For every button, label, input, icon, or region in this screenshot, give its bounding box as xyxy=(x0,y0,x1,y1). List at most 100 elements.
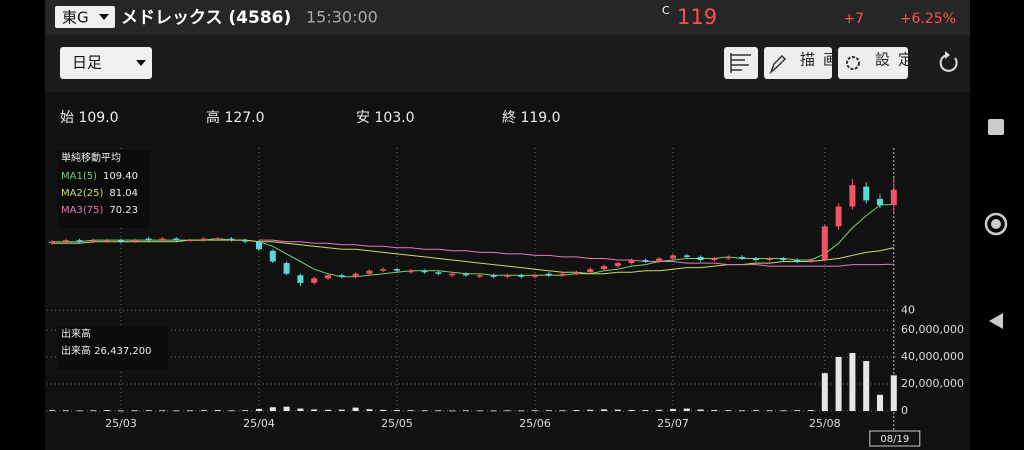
candle-body xyxy=(739,256,745,259)
volume-bar xyxy=(173,410,180,412)
volume-legend-box xyxy=(58,326,168,370)
candle-body xyxy=(311,278,318,283)
ma-legend-entry: MA3(75) 70.23 xyxy=(61,205,138,216)
volume-bar xyxy=(683,408,690,411)
time: 15:30:00 xyxy=(306,8,378,27)
ma-value: 109.40 xyxy=(103,171,138,182)
candle-body xyxy=(490,275,497,277)
volume-bar xyxy=(214,410,221,411)
ma-name: MA3(75) xyxy=(61,205,103,216)
candle-body xyxy=(821,226,828,260)
candle-body xyxy=(711,258,718,260)
home-button[interactable] xyxy=(984,212,1008,236)
back-button[interactable] xyxy=(989,313,1003,329)
volume-bar xyxy=(725,410,732,411)
ma-name: MA2(25) xyxy=(61,188,103,199)
volume-bar xyxy=(435,410,442,412)
volume-bar xyxy=(545,410,552,411)
volume-bar xyxy=(642,410,649,411)
x-tick-label: 25/08 xyxy=(809,417,841,430)
price-flag: C xyxy=(662,4,670,17)
candle-body xyxy=(890,189,897,205)
volume-bar xyxy=(283,406,290,411)
candle-body xyxy=(614,263,621,267)
volume-bar xyxy=(49,410,55,411)
x-tick-label: 25/06 xyxy=(519,417,551,430)
candle-body xyxy=(159,238,166,241)
candle-body xyxy=(118,240,124,242)
draw-label: 描画 xyxy=(800,51,846,69)
home-dot xyxy=(991,219,1001,229)
change-pct: +6.25% xyxy=(900,11,956,27)
candle-body xyxy=(697,256,704,260)
candle-body xyxy=(752,258,759,260)
gear-icon xyxy=(846,56,860,70)
candle-body xyxy=(545,273,552,276)
ohlc-low: 安 103.0 xyxy=(356,110,415,126)
candle-body xyxy=(256,241,262,250)
volume-bar xyxy=(76,410,83,412)
volume-bar xyxy=(697,409,704,411)
ma-value: 70.23 xyxy=(109,205,138,216)
ma-legend-title: 単純移動平均 xyxy=(61,151,121,164)
period: 日足 xyxy=(72,54,102,72)
refresh-icon[interactable] xyxy=(939,54,958,72)
y-tick-label: 40 xyxy=(901,303,915,316)
candle-body xyxy=(338,275,345,277)
volume-bar xyxy=(449,410,456,412)
indicator-button[interactable] xyxy=(724,47,758,79)
volume-bar xyxy=(821,373,828,411)
ma-value: 81.04 xyxy=(109,188,138,199)
volume-bar xyxy=(297,408,304,411)
x-tick-label: 25/04 xyxy=(243,417,275,430)
volume-bar xyxy=(766,410,773,412)
candle-body xyxy=(656,258,663,262)
candle-body xyxy=(449,273,456,276)
candle-body xyxy=(573,272,580,274)
volume-bar xyxy=(159,410,166,412)
dropdown-arrow xyxy=(136,60,146,66)
volume-bar xyxy=(711,410,718,411)
candle-body xyxy=(849,185,856,207)
candle-body xyxy=(62,240,69,242)
candle-body xyxy=(504,275,511,277)
candle-body xyxy=(49,241,55,244)
candle-body xyxy=(725,256,732,259)
candle-body xyxy=(214,238,221,240)
volume-bar xyxy=(187,410,193,412)
volume-bar xyxy=(476,410,483,412)
candle-body xyxy=(380,269,387,271)
dropdown-arrow xyxy=(99,14,109,20)
volume-bar xyxy=(504,410,511,412)
candle-body xyxy=(76,240,83,242)
settings-button[interactable] xyxy=(838,47,908,79)
volume-bar xyxy=(877,394,883,411)
candle-body xyxy=(463,273,469,276)
candle-body xyxy=(642,260,649,262)
market-select[interactable] xyxy=(55,6,115,28)
volume-bar xyxy=(532,410,538,412)
candle-body xyxy=(352,273,359,277)
candle-body xyxy=(587,269,594,273)
candle-body xyxy=(794,260,801,262)
indicator-icon xyxy=(730,53,751,73)
draw-button[interactable] xyxy=(764,47,832,79)
candle-body xyxy=(173,238,180,241)
candle-body xyxy=(145,238,152,241)
volume-bar xyxy=(601,409,607,411)
candle-body xyxy=(269,250,276,262)
volume-bar xyxy=(628,409,635,411)
x-tick-label: 25/05 xyxy=(381,417,413,430)
volume-bar xyxy=(311,409,318,411)
cursor-date-box xyxy=(869,430,921,447)
period-select[interactable] xyxy=(60,47,152,79)
volume-bar xyxy=(490,410,497,412)
recents-button[interactable] xyxy=(988,119,1004,135)
settings-label: 設定 xyxy=(875,51,921,69)
volume-bar xyxy=(587,409,594,411)
volume-bar xyxy=(228,410,235,412)
volume-bar xyxy=(849,352,856,411)
candle-body xyxy=(104,240,111,242)
candle-body xyxy=(532,275,538,277)
